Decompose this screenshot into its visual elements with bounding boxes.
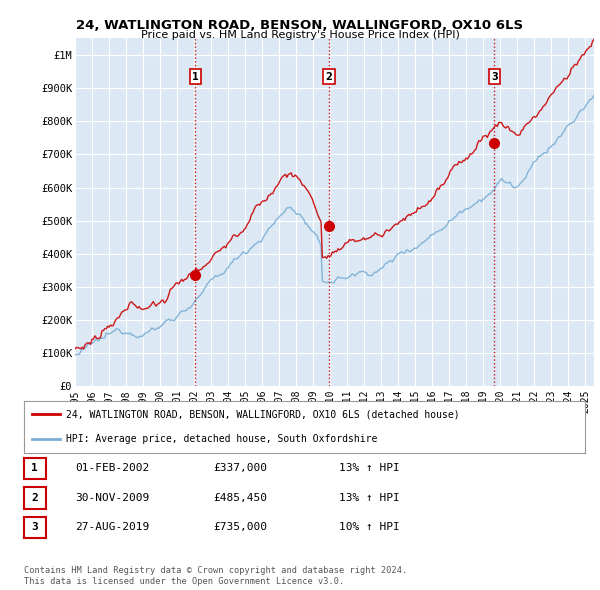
Text: 2: 2: [326, 71, 332, 81]
Text: 13% ↑ HPI: 13% ↑ HPI: [339, 493, 400, 503]
Text: HPI: Average price, detached house, South Oxfordshire: HPI: Average price, detached house, Sout…: [66, 434, 377, 444]
Text: £485,450: £485,450: [213, 493, 267, 503]
Text: Price paid vs. HM Land Registry's House Price Index (HPI): Price paid vs. HM Land Registry's House …: [140, 30, 460, 40]
Text: £735,000: £735,000: [213, 523, 267, 532]
Text: 01-FEB-2002: 01-FEB-2002: [75, 464, 149, 473]
Text: 1: 1: [31, 464, 38, 473]
Text: 13% ↑ HPI: 13% ↑ HPI: [339, 464, 400, 473]
Text: 2: 2: [31, 493, 38, 503]
Text: 24, WATLINGTON ROAD, BENSON, WALLINGFORD, OX10 6LS (detached house): 24, WATLINGTON ROAD, BENSON, WALLINGFORD…: [66, 409, 460, 419]
Text: 3: 3: [491, 71, 498, 81]
Text: Contains HM Land Registry data © Crown copyright and database right 2024.
This d: Contains HM Land Registry data © Crown c…: [24, 566, 407, 586]
Text: 24, WATLINGTON ROAD, BENSON, WALLINGFORD, OX10 6LS: 24, WATLINGTON ROAD, BENSON, WALLINGFORD…: [76, 19, 524, 32]
Text: 10% ↑ HPI: 10% ↑ HPI: [339, 523, 400, 532]
Text: 3: 3: [31, 523, 38, 532]
Text: 30-NOV-2009: 30-NOV-2009: [75, 493, 149, 503]
Text: 27-AUG-2019: 27-AUG-2019: [75, 523, 149, 532]
Text: £337,000: £337,000: [213, 464, 267, 473]
Text: 1: 1: [192, 71, 199, 81]
